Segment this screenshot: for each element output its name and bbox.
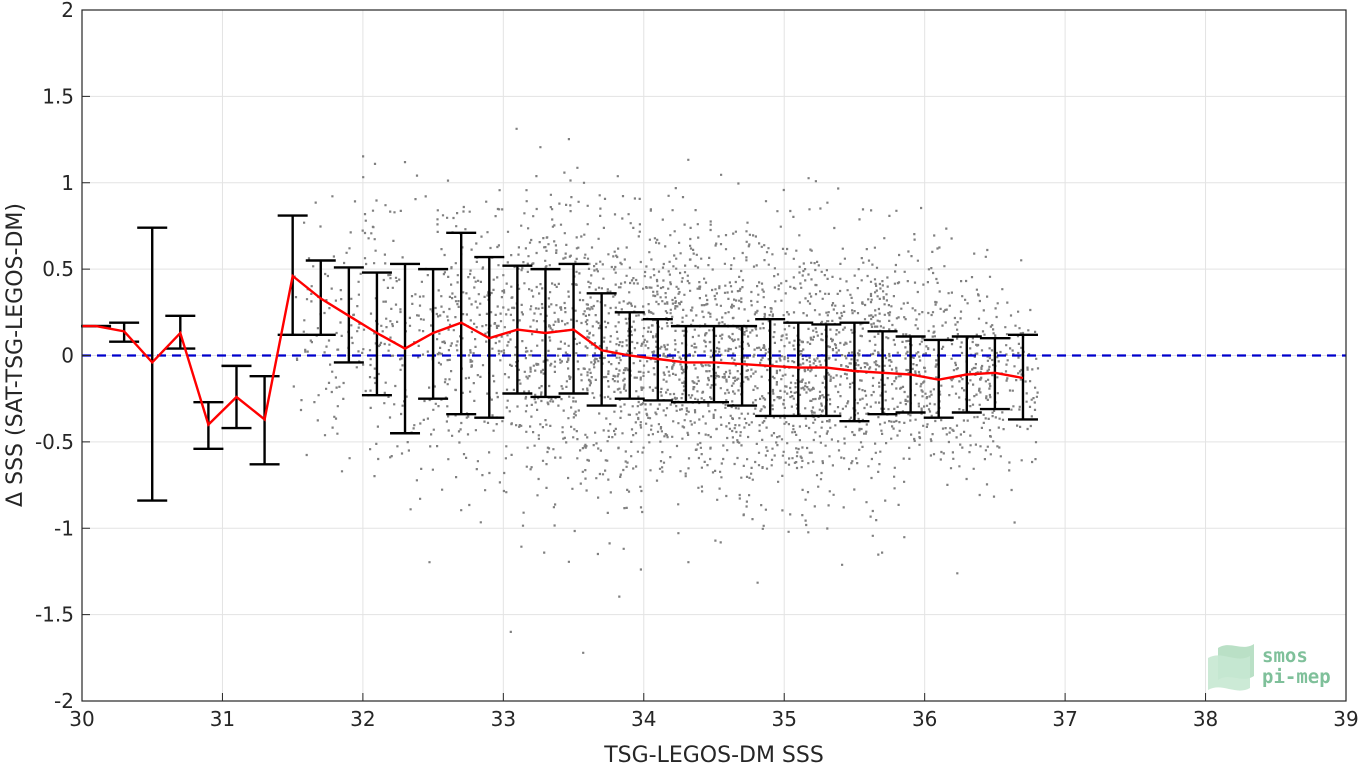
logo-wave-front: [1208, 655, 1250, 691]
x-tick-label: 38: [1193, 707, 1218, 731]
y-tick-label: 2: [61, 0, 74, 22]
y-tick-label: 1.5: [42, 84, 74, 108]
x-tick-label: 35: [771, 707, 796, 731]
logo-text-pimep: pi-mep: [1262, 666, 1331, 688]
x-tick-label: 32: [350, 707, 375, 731]
y-tick-label: -1.5: [35, 603, 74, 627]
x-tick-label: 37: [1052, 707, 1077, 731]
error-bars: [81, 214, 1038, 502]
error-bar: [811, 323, 842, 418]
error-bar: [699, 324, 729, 404]
error-bar: [670, 324, 701, 404]
y-tick-label: 1: [61, 171, 74, 195]
x-tick-label: 36: [912, 707, 937, 731]
y-tick-label: -1: [54, 516, 74, 540]
y-tick-label: -0.5: [35, 430, 74, 454]
y-tick-label: -2: [54, 689, 74, 713]
x-tick-label: 34: [631, 707, 656, 731]
logo-text-smos: smos: [1262, 645, 1308, 667]
x-tick-label: 39: [1333, 707, 1358, 731]
axis-ticks: 30 31 32 33 34 35 36 37 38 39 -2 -1.5 -1 -0.5 0 0.5 1 1.5…: [35, 0, 1359, 731]
error-bar: [137, 226, 168, 502]
x-tick-label: 33: [491, 707, 516, 731]
mean-line: [82, 273, 1024, 427]
y-tick-label: 0.5: [42, 257, 74, 281]
y-axis-label: Δ SSS (SAT-TSG-LEGOS-DM): [3, 203, 28, 507]
x-tick-label: 30: [69, 707, 94, 731]
x-tick-label: 31: [210, 707, 235, 731]
smos-pimep-logo: smos pi-mep: [1208, 644, 1331, 691]
error-bar: [755, 318, 786, 418]
y-tick-label: 0: [61, 344, 74, 368]
error-bar: [783, 321, 814, 418]
x-axis-label: TSG-LEGOS-DM SSS: [603, 743, 824, 765]
error-bar: [727, 324, 758, 407]
